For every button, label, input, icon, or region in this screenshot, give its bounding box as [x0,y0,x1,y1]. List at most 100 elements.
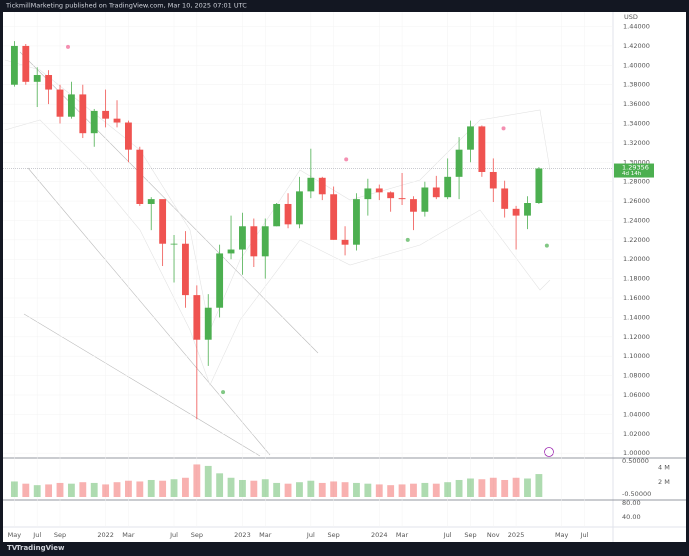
volume-bar [216,473,224,497]
candle-body [375,188,383,193]
y-tick-label: 1.00000 [623,449,650,457]
candle-body [147,199,155,204]
x-tick-label: 2023 [234,531,251,539]
oscillator-label: 0.50000 [622,457,649,465]
x-tick-label: 2025 [508,531,525,539]
candle-body [182,243,189,296]
candle-body [102,110,110,119]
y-tick-label: 1.28000 [623,178,650,186]
volume-bar [375,484,383,497]
signal-dot [65,44,70,49]
volume-bar [182,477,189,497]
y-tick-label: 1.24000 [623,216,650,224]
volume-bar [113,482,121,497]
candle-body [10,45,18,85]
candle-body [535,168,543,204]
event-icon[interactable] [544,447,554,457]
y-tick-label: 1.16000 [623,294,650,302]
candle-body [273,203,281,227]
candle-body [45,75,53,90]
x-tick-label: Mar [396,531,409,539]
y-tick-label: 1.20000 [623,255,650,263]
volume-bar [318,482,326,497]
band-upper [4,59,551,332]
candle-body [455,149,463,177]
signal-dot [405,237,410,242]
y-tick-label: 1.30000 [623,158,650,166]
x-tick-label: Nov [487,531,500,539]
x-tick-label: Jul [306,531,315,539]
x-tick-label: Jul [169,531,178,539]
y-tick-label: 1.04000 [623,410,650,418]
candle-body [330,194,338,240]
volume-bar [10,481,18,497]
bands [4,59,551,386]
candle-body [125,122,132,150]
x-tick-label: Jul [580,531,589,539]
volume-bar [353,482,360,497]
candle-body [159,199,167,244]
candle-body [432,187,440,198]
signal-dot [501,126,506,131]
volume-bar [501,479,509,497]
volume-bar [239,479,246,497]
candle-body [387,192,395,199]
y-tick-label: 1.14000 [623,313,650,321]
x-tick-label: Mar [122,531,135,539]
volume-bar [33,485,41,497]
volume-bar [387,485,395,497]
candle-body [79,94,87,134]
volume-bar [455,479,463,497]
y-tick-label: 1.36000 [623,100,650,108]
x-tick-label: 2022 [97,531,114,539]
candle-body [512,208,520,216]
y-tick-label: 1.32000 [623,139,650,147]
candle-body [524,203,531,216]
volume-bar [296,482,303,497]
countdown-label: 4d 14h [622,171,642,177]
volume-bar [535,474,543,497]
signal-dot [221,390,226,395]
candle-body [353,199,360,245]
x-tick-label: Mar [259,531,272,539]
tradingview-logo[interactable]: TradingView [16,544,65,552]
channel-line [27,167,271,456]
volume-bar [125,480,132,497]
candle-body [501,188,509,209]
oscillator-label: -0.50000 [622,490,651,498]
publish-header: TickmillMarketing published on TradingVi… [5,2,247,10]
candle-body [136,149,144,204]
candle-body [227,249,235,254]
volume-bar [136,481,144,497]
volume-bar [261,479,269,497]
volume-bar [444,482,452,497]
volume-bar [512,477,520,497]
y-tick-label: 1.18000 [623,275,650,283]
candle-body [410,199,417,212]
candle-body [67,94,75,117]
volume-bar [250,480,258,497]
signal-dot [344,157,349,162]
volume-bar [489,477,497,497]
volume-bar [273,482,281,497]
y-tick-label: 1.40000 [623,61,650,69]
candle-body [239,226,246,250]
volume-bar [56,482,64,497]
last-price-box [614,163,654,178]
candle-body [261,226,269,257]
candle-body [489,171,497,189]
candle-body [284,203,292,225]
volume-bar [330,481,338,497]
candle-body [398,198,406,200]
candle-body [364,188,372,200]
candle-body [341,239,349,245]
candle-body [318,177,326,195]
x-tick-label: Jul [32,531,41,539]
volume-bar [341,482,349,497]
x-tick-label: Sep [464,531,476,539]
candle-body [193,295,201,340]
x-tick-label: Sep [191,531,203,539]
y-tick-label: 1.44000 [623,23,650,31]
candle-body [90,110,98,134]
